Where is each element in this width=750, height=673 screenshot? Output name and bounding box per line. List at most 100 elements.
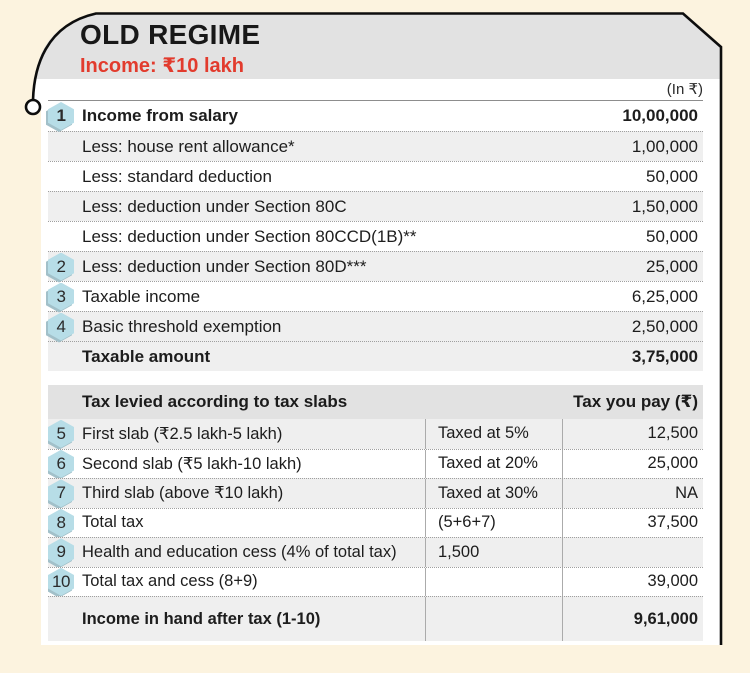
table-row: 10 Total tax and cess (8+9) 39,000 bbox=[48, 566, 703, 597]
row-value: 50,000 bbox=[646, 166, 698, 186]
badge-cell: 7 bbox=[48, 479, 82, 508]
connector-dot-icon bbox=[24, 98, 42, 116]
table-row: 5 First slab (₹2.5 lakh-5 lakh) Taxed at… bbox=[48, 419, 703, 449]
table-row: Less: deduction under Section 80C 1,50,0… bbox=[48, 191, 703, 221]
badge-cell: 9 bbox=[48, 538, 82, 567]
table-row: 6 Second slab (₹5 lakh-10 lakh) Taxed at… bbox=[48, 448, 703, 479]
row-value: 1,00,000 bbox=[631, 136, 698, 156]
row-label: Income in hand after tax (1-10) bbox=[82, 609, 321, 628]
step-badge-hexagon-icon: 6 bbox=[48, 450, 74, 478]
row-label-cell: 6 Second slab (₹5 lakh-10 lakh) bbox=[48, 450, 425, 479]
badge-cell: 10 bbox=[48, 568, 82, 597]
step-badge-hexagon-icon: 9 bbox=[48, 538, 74, 566]
badge-cell: 6 bbox=[48, 450, 82, 479]
tax-slab-table: Tax levied according to tax slabs Tax yo… bbox=[48, 385, 703, 641]
row-value: 25,000 bbox=[646, 256, 698, 276]
badge-cell: 1 bbox=[48, 101, 82, 131]
slab-table-header: Tax levied according to tax slabs Tax yo… bbox=[48, 385, 703, 419]
row-label: Income from salary bbox=[82, 106, 238, 125]
row-tax-rate: 1,500 bbox=[425, 538, 562, 567]
table-row: 3 Taxable income 6,25,000 bbox=[48, 281, 703, 311]
page-title: OLD REGIME bbox=[80, 19, 261, 50]
step-badge-hexagon-icon: 2 bbox=[48, 253, 74, 281]
step-badge-hexagon-icon: 4 bbox=[48, 313, 74, 341]
table-row: 2 Less: deduction under Section 80D*** 2… bbox=[48, 251, 703, 281]
row-label-cell: 10 Total tax and cess (8+9) bbox=[48, 568, 425, 597]
row-label: Third slab (above ₹10 lakh) bbox=[82, 484, 284, 503]
row-value: 6,25,000 bbox=[631, 286, 698, 306]
row-label: Taxable amount bbox=[82, 346, 211, 366]
row-label: Total tax bbox=[82, 513, 144, 532]
row-value: NA bbox=[562, 479, 703, 508]
table-row: 9 Health and education cess (4% of total… bbox=[48, 537, 703, 567]
badge-cell bbox=[48, 342, 82, 371]
row-value: 2,50,000 bbox=[631, 316, 698, 336]
step-badge-hexagon-icon: 3 bbox=[48, 283, 74, 311]
step-badge-hexagon-icon: 1 bbox=[48, 102, 74, 130]
row-value: 25,000 bbox=[562, 449, 703, 478]
row-label: Basic threshold exemption bbox=[82, 316, 282, 336]
row-label: Less: house rent allowance* bbox=[82, 136, 295, 156]
row-value: 1,50,000 bbox=[631, 196, 698, 216]
badge-cell: 4 bbox=[48, 312, 82, 341]
row-label: Taxable income bbox=[82, 286, 201, 306]
row-tax-rate: Taxed at 5% bbox=[425, 419, 562, 449]
title-band bbox=[35, 14, 721, 79]
step-badge-hexagon-icon: 10 bbox=[48, 568, 74, 596]
badge-cell: 5 bbox=[48, 419, 82, 449]
badge-cell bbox=[48, 597, 82, 641]
badge-cell: 3 bbox=[48, 282, 82, 311]
row-tax-rate: Taxed at 30% bbox=[425, 479, 562, 508]
card-outline bbox=[31, 12, 723, 645]
slab-header-left: Tax levied according to tax slabs bbox=[82, 392, 348, 411]
row-value: 39,000 bbox=[562, 567, 703, 596]
step-badge-hexagon-icon: 8 bbox=[48, 509, 74, 537]
table-row: Income in hand after tax (1-10) 9,61,000 bbox=[48, 596, 703, 641]
badge-cell bbox=[48, 192, 82, 221]
currency-unit-note: (In ₹) bbox=[666, 81, 703, 98]
badge-cell: 2 bbox=[48, 252, 82, 281]
row-label: Second slab (₹5 lakh-10 lakh) bbox=[82, 454, 302, 473]
row-label: Less: standard deduction bbox=[82, 166, 272, 186]
table-row: Less: standard deduction 50,000 bbox=[48, 161, 703, 191]
badge-cell: 8 bbox=[48, 509, 82, 538]
row-label: Total tax and cess (8+9) bbox=[82, 572, 258, 591]
row-label-cell: 5 First slab (₹2.5 lakh-5 lakh) bbox=[48, 419, 425, 449]
row-tax-rate bbox=[425, 597, 562, 641]
row-label: Health and education cess (4% of total t… bbox=[82, 542, 397, 561]
table-row: Less: deduction under Section 80CCD(1B)*… bbox=[48, 221, 703, 251]
slab-header-right: Tax you pay (₹) bbox=[573, 392, 698, 411]
row-value: 10,00,000 bbox=[622, 106, 698, 125]
table-row: Less: house rent allowance* 1,00,000 bbox=[48, 131, 703, 161]
row-value: 3,75,000 bbox=[631, 346, 698, 366]
row-tax-rate bbox=[425, 567, 562, 596]
table-row: Taxable amount 3,75,000 bbox=[48, 341, 703, 371]
row-label: First slab (₹2.5 lakh-5 lakh) bbox=[82, 424, 283, 443]
deductions-table: 1 Income from salary 10,00,000 Less: hou… bbox=[48, 100, 703, 371]
row-label-cell: 8 Total tax bbox=[48, 509, 425, 538]
row-label-cell: 7 Third slab (above ₹10 lakh) bbox=[48, 479, 425, 508]
table-row: 7 Third slab (above ₹10 lakh) Taxed at 3… bbox=[48, 478, 703, 508]
table-row: 1 Income from salary 10,00,000 bbox=[48, 101, 703, 131]
table-row: 8 Total tax (5+6+7) 37,500 bbox=[48, 507, 703, 538]
row-label: Less: deduction under Section 80C bbox=[82, 196, 347, 216]
row-label: Less: deduction under Section 80CCD(1B)*… bbox=[82, 226, 417, 246]
row-value: 50,000 bbox=[646, 226, 698, 246]
income-subtitle: Income: ₹10 lakh bbox=[80, 55, 244, 77]
row-tax-rate: Taxed at 20% bbox=[425, 449, 562, 478]
row-label-cell: 9 Health and education cess (4% of total… bbox=[48, 538, 425, 567]
row-value bbox=[562, 538, 703, 567]
row-label: Less: deduction under Section 80D*** bbox=[82, 256, 367, 276]
row-value: 9,61,000 bbox=[562, 597, 703, 641]
row-value: 12,500 bbox=[562, 419, 703, 449]
table-row: 4 Basic threshold exemption 2,50,000 bbox=[48, 311, 703, 341]
step-badge-hexagon-icon: 7 bbox=[48, 479, 74, 507]
row-value: 37,500 bbox=[562, 508, 703, 537]
badge-cell bbox=[48, 222, 82, 251]
row-tax-rate: (5+6+7) bbox=[425, 508, 562, 537]
row-label-cell: Income in hand after tax (1-10) bbox=[48, 597, 425, 641]
step-badge-hexagon-icon: 5 bbox=[48, 420, 74, 448]
badge-cell bbox=[48, 162, 82, 191]
badge-cell bbox=[48, 132, 82, 161]
